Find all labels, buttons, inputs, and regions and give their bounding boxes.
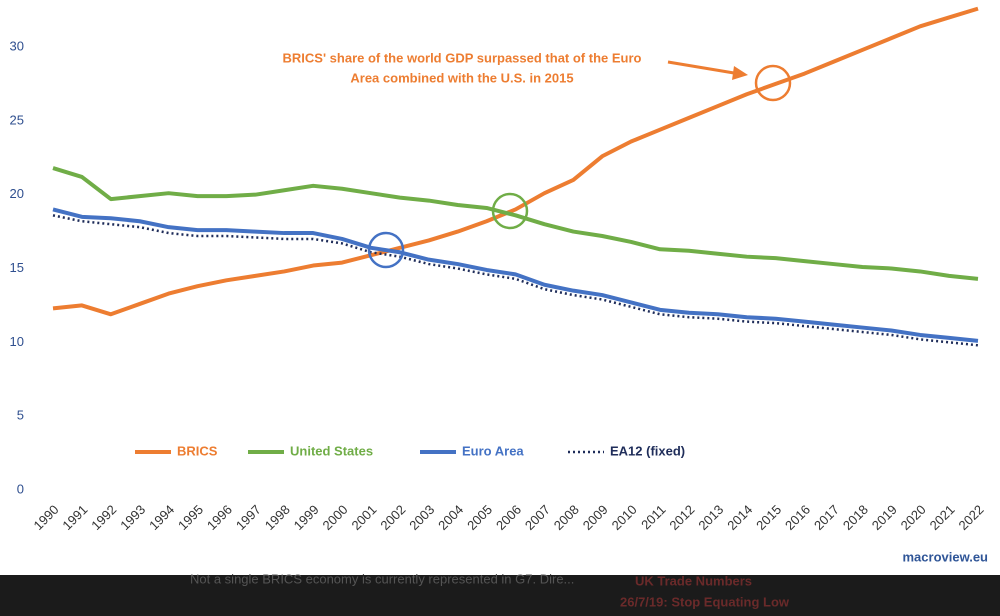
y-tick-label: 25 bbox=[10, 112, 24, 127]
x-tick-label: 2013 bbox=[695, 502, 726, 533]
legend-label: United States bbox=[290, 443, 373, 458]
x-tick-label: 2012 bbox=[666, 502, 697, 533]
x-tick-label: 2005 bbox=[464, 502, 495, 533]
series-line bbox=[52, 6, 979, 317]
highlight-circle bbox=[491, 192, 529, 230]
x-tick-label: 2015 bbox=[753, 502, 784, 533]
x-tick-label: 2018 bbox=[840, 502, 871, 533]
y-tick-label: 20 bbox=[10, 186, 24, 201]
series-line bbox=[52, 166, 979, 281]
x-tick-label: 2007 bbox=[522, 502, 553, 533]
y-tick-label: 10 bbox=[10, 334, 24, 349]
x-tick-label: 1999 bbox=[291, 502, 322, 533]
annotation: BRICS' share of the world GDP surpassed … bbox=[283, 50, 642, 65]
x-tick-label: 1992 bbox=[88, 502, 119, 533]
highlight-circle bbox=[367, 231, 405, 269]
annotation: Area combined with the U.S. in 2015 bbox=[350, 70, 573, 85]
y-tick-label: 5 bbox=[17, 408, 24, 423]
x-tick-label: 2000 bbox=[320, 502, 351, 533]
x-tick-label: 2022 bbox=[955, 502, 986, 533]
x-tick-label: 2017 bbox=[811, 502, 842, 533]
x-tick-label: 2016 bbox=[782, 502, 813, 533]
x-tick-label: 1993 bbox=[117, 502, 148, 533]
x-tick-label: 1990 bbox=[30, 502, 61, 533]
x-tick-label: 2004 bbox=[435, 502, 466, 533]
x-tick-label: 2008 bbox=[551, 502, 582, 533]
x-tick-label: 2011 bbox=[638, 502, 668, 532]
x-tick-label: 2020 bbox=[898, 502, 929, 533]
legend-label: EA12 (fixed) bbox=[610, 443, 685, 458]
annotation-arrow bbox=[667, 60, 741, 76]
x-tick-label: 1998 bbox=[262, 502, 293, 533]
x-tick-label: 2002 bbox=[377, 502, 408, 533]
footer-text: UK Trade Numbers bbox=[635, 573, 752, 588]
y-tick-label: 30 bbox=[10, 38, 24, 53]
x-tick-label: 2019 bbox=[869, 502, 900, 533]
x-tick-label: 1996 bbox=[204, 502, 235, 533]
x-tick-label: 2010 bbox=[609, 502, 640, 533]
footer-text: 26/7/19: Stop Equating Low bbox=[620, 594, 790, 609]
series-line bbox=[52, 214, 979, 347]
annotation-arrowhead bbox=[732, 66, 748, 80]
y-tick-label: 0 bbox=[17, 481, 24, 496]
x-tick-label: 1995 bbox=[175, 502, 206, 533]
legend-label: Euro Area bbox=[462, 443, 524, 458]
x-tick-label: 2021 bbox=[927, 502, 958, 533]
series-line bbox=[52, 207, 979, 343]
x-tick-label: 1991 bbox=[59, 502, 90, 533]
watermark: macroview.eu bbox=[902, 549, 988, 564]
y-tick-label: 15 bbox=[10, 260, 24, 275]
footer-text: Not a single BRICS economy is currently … bbox=[190, 571, 574, 586]
x-tick-label: 1994 bbox=[146, 502, 177, 533]
x-tick-label: 2009 bbox=[580, 502, 611, 533]
legend-label: BRICS bbox=[177, 443, 218, 458]
x-tick-label: 2003 bbox=[406, 502, 437, 533]
x-tick-label: 1997 bbox=[233, 502, 264, 533]
highlight-circle bbox=[754, 64, 792, 102]
x-tick-label: 2001 bbox=[348, 502, 379, 533]
x-tick-label: 2014 bbox=[724, 502, 755, 533]
footer-bar bbox=[0, 575, 1000, 616]
x-tick-label: 2006 bbox=[493, 502, 524, 533]
